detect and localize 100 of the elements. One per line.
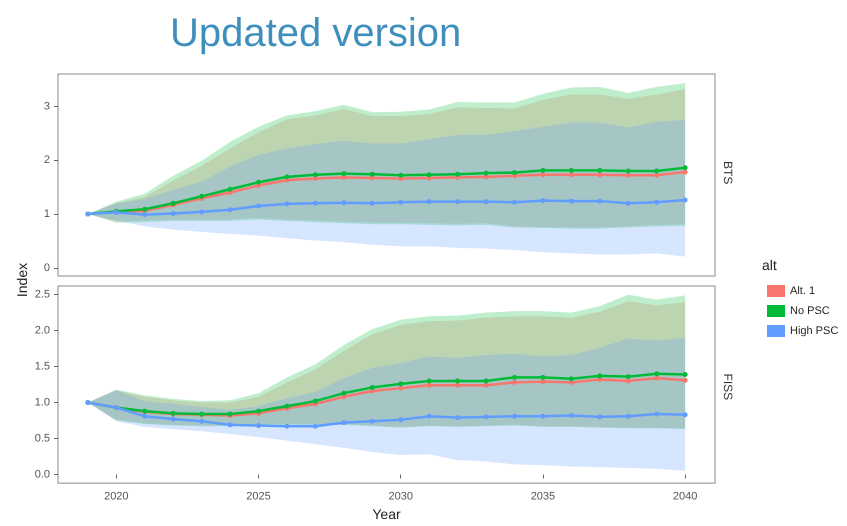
legend-label: No PSC	[790, 305, 830, 317]
point	[312, 200, 318, 206]
y-tick-label: 2	[44, 154, 50, 166]
point	[170, 211, 176, 216]
point	[370, 418, 375, 424]
point	[597, 172, 602, 178]
point	[142, 212, 148, 218]
point	[228, 186, 233, 192]
y-tick-label: 3	[44, 100, 50, 112]
point	[626, 378, 631, 384]
point	[654, 172, 660, 178]
point	[455, 172, 460, 177]
x-tick-label: 2030	[388, 490, 413, 503]
y-tick-label: 1.0	[34, 396, 50, 409]
text: FISS	[721, 374, 735, 400]
point	[654, 371, 660, 376]
point	[484, 378, 489, 384]
point	[512, 374, 517, 380]
point	[199, 418, 204, 424]
point	[228, 422, 233, 428]
y-axis-title: Index	[14, 262, 30, 300]
y-tick-label: 2.5	[34, 288, 50, 301]
point	[256, 423, 262, 428]
point	[597, 373, 602, 378]
point	[626, 374, 631, 380]
point	[540, 414, 546, 419]
point	[455, 415, 460, 420]
chart-title: Updated version	[170, 11, 462, 55]
point	[568, 168, 574, 173]
point	[512, 200, 517, 205]
point	[682, 170, 688, 175]
point	[312, 398, 318, 404]
y-tick-label: 1.5	[34, 360, 50, 373]
point	[341, 420, 346, 426]
point	[341, 171, 346, 176]
point	[568, 198, 574, 204]
y-tick-label: 2.0	[34, 324, 50, 337]
point	[426, 172, 432, 178]
point	[284, 174, 290, 180]
point	[626, 168, 631, 174]
point	[455, 382, 460, 388]
y-tick-label: 0.0	[34, 468, 50, 480]
point	[682, 198, 688, 203]
point	[512, 380, 517, 385]
x-tick-label: 2035	[530, 490, 556, 503]
point	[512, 414, 517, 419]
point	[654, 200, 660, 205]
point	[426, 378, 432, 384]
point	[142, 414, 148, 419]
point	[284, 424, 290, 429]
y-tick-label: 1	[44, 208, 50, 220]
point	[682, 378, 688, 383]
point	[256, 180, 262, 185]
point	[398, 200, 404, 205]
point	[398, 172, 404, 178]
point	[540, 379, 546, 384]
point	[312, 172, 318, 178]
point	[597, 198, 602, 204]
point	[540, 374, 546, 380]
point	[312, 424, 318, 429]
point	[398, 417, 404, 422]
point	[654, 376, 660, 381]
legend-title: alt	[762, 257, 777, 273]
point	[654, 412, 660, 417]
point	[398, 381, 404, 386]
point	[341, 390, 346, 396]
x-tick-label: 2025	[246, 490, 271, 503]
point	[682, 412, 688, 418]
point	[626, 414, 631, 419]
x-axis-title: Year	[372, 506, 401, 522]
y-tick-label: 0	[44, 262, 50, 274]
point	[540, 198, 546, 204]
point	[484, 170, 489, 176]
point	[540, 168, 546, 173]
point	[568, 172, 574, 178]
legend-label: High PSC	[790, 325, 838, 337]
x-tick-label: 2040	[672, 490, 698, 503]
point	[284, 201, 290, 206]
point	[426, 382, 432, 388]
point	[398, 386, 404, 391]
point	[426, 414, 432, 419]
point	[626, 200, 631, 206]
point	[370, 384, 375, 390]
y-tick-label: 0.5	[34, 432, 50, 444]
point	[568, 376, 574, 382]
point	[256, 203, 262, 208]
point	[370, 200, 375, 206]
point	[484, 382, 489, 388]
point	[540, 172, 546, 178]
point	[455, 199, 460, 204]
point	[455, 378, 460, 384]
point	[597, 168, 602, 173]
point	[682, 165, 688, 170]
point	[370, 172, 375, 177]
point	[484, 199, 489, 204]
x-tick-label: 2020	[104, 490, 129, 503]
point	[682, 372, 688, 377]
point	[341, 200, 346, 206]
point	[568, 412, 574, 418]
point	[170, 416, 176, 422]
